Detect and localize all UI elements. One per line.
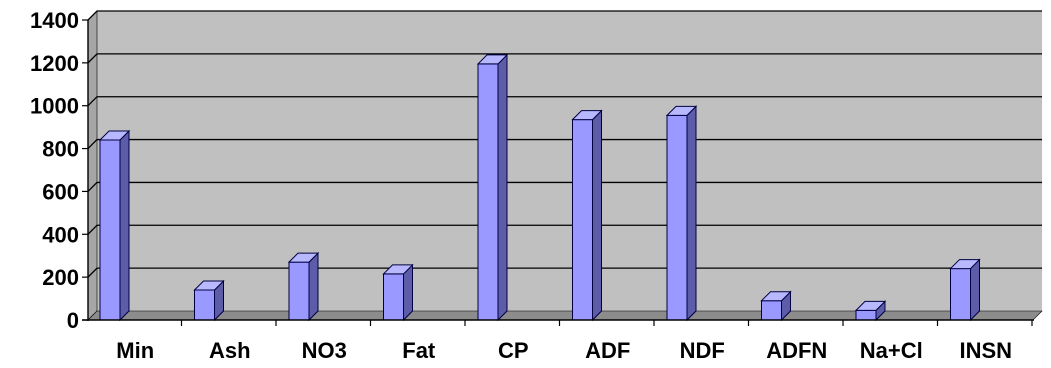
bar-top (193, 280, 225, 291)
bar-fat (382, 263, 414, 322)
bar-insn (949, 258, 981, 322)
bar-side (970, 258, 980, 322)
axes (82, 19, 1034, 326)
bar-front (383, 273, 404, 321)
bar-top (854, 300, 887, 311)
bar-front (855, 309, 877, 321)
bar-front (477, 63, 499, 321)
y-tick-label: 400 (42, 222, 79, 247)
x-category-label: Min (116, 338, 154, 363)
x-category-label: CP (498, 338, 529, 363)
y-tick-label: 1000 (30, 94, 79, 119)
bar-top (571, 110, 603, 121)
plot-back-wall (97, 11, 1042, 311)
bar-top (760, 291, 792, 302)
bar-front (761, 300, 782, 321)
bar-front (950, 268, 971, 321)
bar-top (476, 54, 509, 65)
bar-side (119, 129, 130, 322)
bar-ash (193, 279, 225, 322)
x-category-label: Ash (209, 338, 251, 363)
bars (98, 53, 981, 322)
y-axis-tick-labels: 0 200 400 600 800 1000 1200 1400 (30, 8, 79, 333)
y-tick-label: 1200 (30, 51, 79, 76)
bar-front (288, 261, 310, 321)
bar-side (592, 109, 602, 322)
x-category-label: Fat (402, 338, 436, 363)
bar-no3 (287, 251, 320, 322)
bar-ndf (665, 105, 698, 322)
y-tick-label: 600 (42, 179, 79, 204)
bar-front (572, 119, 593, 321)
bar-adf (571, 109, 603, 322)
bar-cp (476, 53, 509, 322)
gridline (87, 138, 1042, 150)
bar-top (382, 264, 414, 275)
gridlines (87, 10, 1042, 278)
x-category-label: ADF (585, 338, 630, 363)
x-category-label: Na+Cl (860, 338, 923, 363)
y-tick-label: 1400 (30, 8, 79, 33)
bar-front (194, 289, 215, 321)
bar-top (287, 252, 320, 263)
bar-top (949, 259, 981, 270)
bar-front (666, 114, 688, 321)
bar-top (665, 105, 698, 116)
gridline (87, 10, 1042, 21)
bar-side (686, 105, 697, 322)
bar-na-cl (854, 300, 887, 322)
gridline (87, 224, 1042, 235)
gridline (87, 267, 1042, 278)
gridline (87, 96, 1042, 107)
x-category-label: NDF (680, 338, 725, 363)
bar-side (308, 251, 319, 322)
x-category-label: INSN (959, 338, 1012, 363)
gridline (87, 53, 1042, 64)
bar-front (99, 139, 121, 321)
bar-min (98, 129, 131, 322)
bar-side (497, 53, 508, 322)
x-category-label: ADFN (766, 338, 827, 363)
y-tick-label: 200 (42, 265, 79, 290)
gridline (87, 181, 1042, 192)
plot-floor (87, 310, 1043, 321)
plot-walls (87, 10, 1043, 321)
bar-top (98, 130, 131, 141)
x-category-label: NO3 (302, 338, 347, 363)
plot-left-wall (87, 10, 98, 321)
y-tick-label: 0 (67, 308, 79, 333)
x-axis-category-labels: Min Ash NO3 Fat CP ADF NDF ADFN Na+Cl INSN (116, 338, 1012, 363)
bar-adfn (760, 290, 792, 322)
y-tick-label: 800 (42, 137, 79, 162)
